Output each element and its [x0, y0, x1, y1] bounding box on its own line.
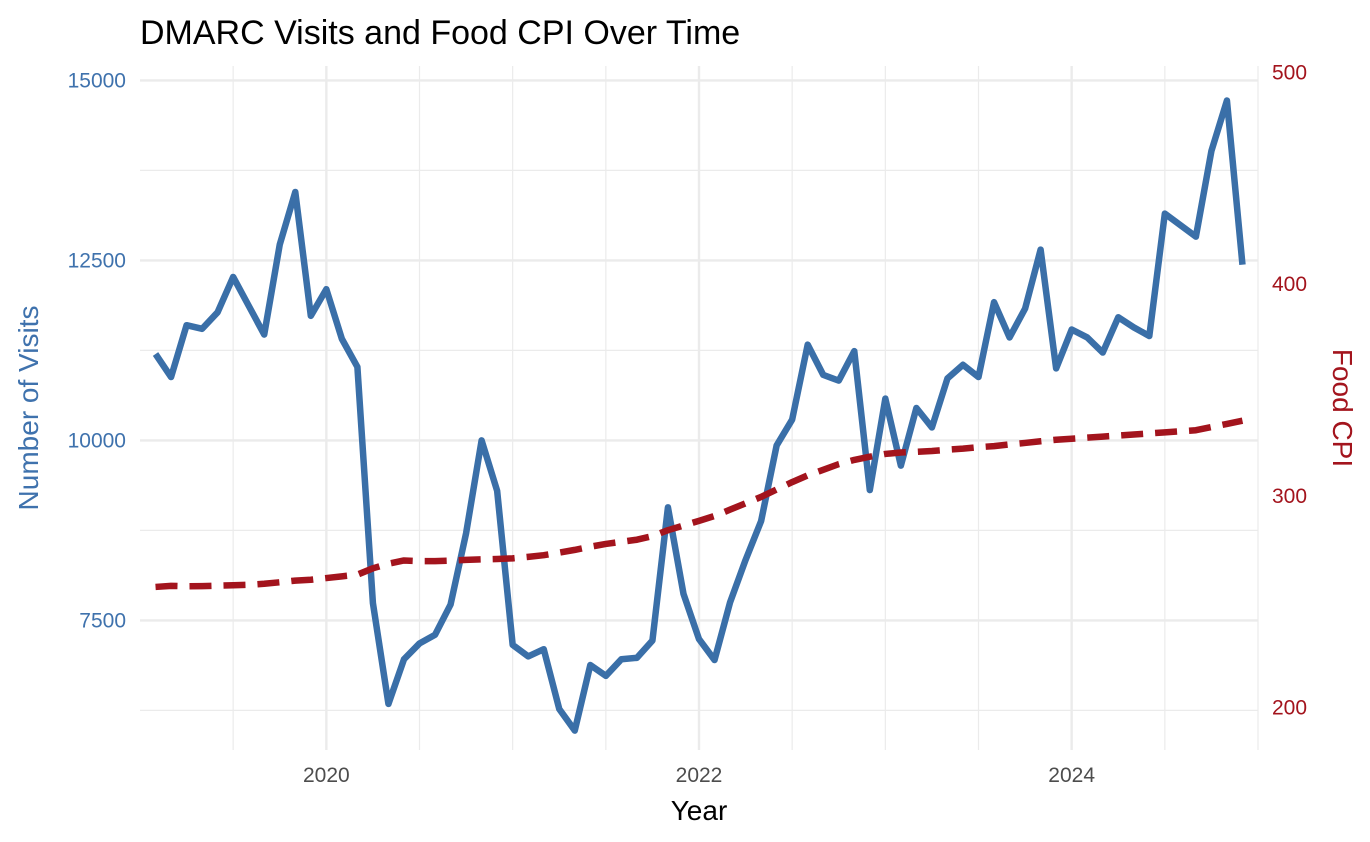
left-axis-tick-label: 10000: [68, 429, 126, 452]
left-axis-tick-label: 15000: [68, 69, 126, 92]
right-axis-title: Food CPI: [1327, 349, 1358, 467]
series-layer: [152, 97, 1246, 734]
left-axis-tick-label: 7500: [79, 609, 126, 632]
left-axis-title: Number of Visits: [13, 306, 44, 511]
chart-title: DMARC Visits and Food CPI Over Time: [140, 14, 740, 52]
grid: [140, 66, 1259, 750]
right-axis-tick-label: 200: [1272, 697, 1307, 720]
right-axis-ticks: 200 300 400 500: [1272, 61, 1307, 719]
x-axis-ticks: 2020 2022 2024: [303, 764, 1095, 787]
x-axis-tick-label: 2024: [1048, 764, 1095, 787]
left-axis-ticks: 7500 10000 12500 15000: [68, 69, 126, 632]
x-axis-tick-label: 2022: [676, 764, 723, 787]
x-axis-tick-label: 2020: [303, 764, 350, 787]
right-axis-tick-label: 500: [1272, 61, 1307, 84]
series-line-visits: [152, 97, 1246, 734]
left-axis-tick-label: 12500: [68, 249, 126, 272]
right-axis-tick-label: 400: [1272, 273, 1307, 296]
series-line-food-cpi: [155, 417, 1244, 591]
right-axis-tick-label: 300: [1272, 485, 1307, 508]
x-axis-title: Year: [671, 795, 728, 826]
